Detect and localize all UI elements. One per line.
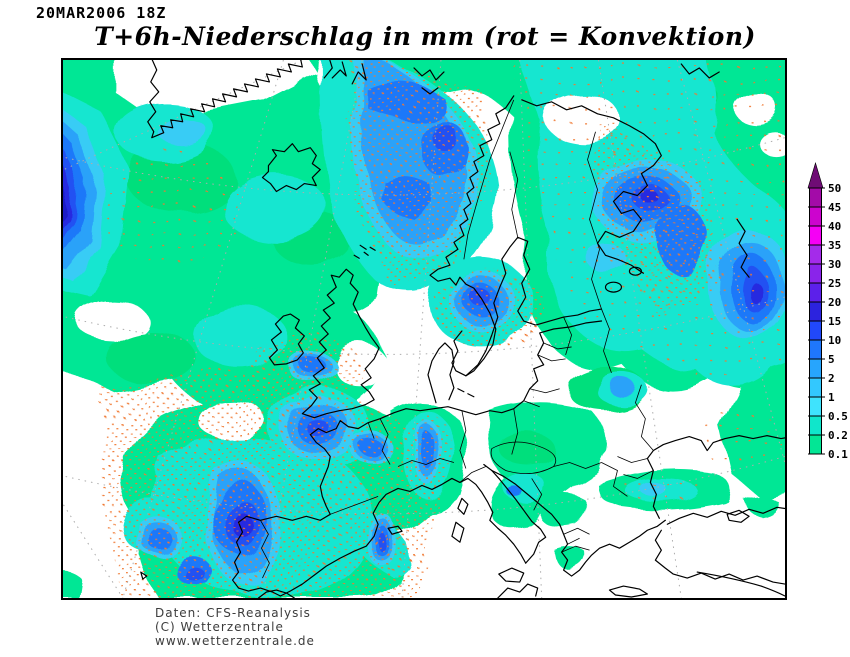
coast-iceland xyxy=(261,143,321,193)
coast-ne-arctic xyxy=(680,63,750,278)
coast-kola-whitesea xyxy=(521,99,662,274)
legend-arrow xyxy=(807,161,824,189)
legend-tick-label: 50 xyxy=(828,182,841,195)
coast-scandinavia xyxy=(429,95,515,377)
footer-credits: Daten: CFS-Reanalysis (C) Wetterzentrale… xyxy=(155,606,315,648)
legend-tick-label: 10 xyxy=(828,334,841,347)
coast-shetland xyxy=(353,251,369,259)
legend-tick-label: 35 xyxy=(828,239,841,252)
coast-corsica-sardinia xyxy=(451,497,469,543)
coast-ireland xyxy=(268,313,305,366)
country-borders-layer xyxy=(260,99,654,579)
legend-tick-label: 30 xyxy=(828,258,841,271)
legend-tick-label: 0.2 xyxy=(828,429,848,442)
legend-tick-label: 0.1 xyxy=(828,448,848,461)
lake-ladoga xyxy=(604,281,623,293)
lake-onega xyxy=(628,266,642,276)
coast-faroe xyxy=(359,244,376,251)
coastlines-layer xyxy=(140,60,785,598)
legend-tick-labels: 50 45 40 35 30 25 20 15 10 5 2 1 0.5 0.2… xyxy=(828,182,848,461)
legend-tick-label: 20 xyxy=(828,296,841,309)
legend-tick-label: 0.5 xyxy=(828,410,848,423)
legend-tick-label: 5 xyxy=(828,353,835,366)
coast-crete xyxy=(608,585,648,598)
coast-egreenland-svalbard xyxy=(323,60,445,95)
copyright-label: (C) Wetterzentrale xyxy=(155,620,284,634)
coast-turkey-north xyxy=(666,506,785,525)
graticule xyxy=(63,60,785,598)
precipitation-layers xyxy=(63,60,785,598)
legend-ticks xyxy=(808,187,825,455)
coast-bothnia-finland xyxy=(465,236,603,377)
coast-greenland xyxy=(147,60,303,139)
coast-balearic xyxy=(387,525,403,535)
coast-italy-east xyxy=(483,463,547,564)
map-title: T+6h-Niederschlag in mm (rot = Konvektio… xyxy=(94,22,756,51)
legend-tick-label: 15 xyxy=(828,315,841,328)
legend-tick-label: 2 xyxy=(828,372,835,385)
precipitation-map xyxy=(63,60,785,598)
coast-madeira xyxy=(140,571,148,580)
website-label: www.wetterzentrale.de xyxy=(155,634,315,648)
precip-level-8 xyxy=(63,183,66,216)
coast-sicily xyxy=(498,567,525,583)
coast-blacksea-north xyxy=(646,435,785,519)
data-source-label: Daten: CFS-Reanalysis xyxy=(155,606,311,620)
coast-cyprus xyxy=(726,509,750,523)
coast-denmark xyxy=(427,342,475,404)
legend-tick-label: 45 xyxy=(828,201,841,214)
legend-colorbar: 50 45 40 35 30 25 20 15 10 5 2 1 0.5 0.2… xyxy=(807,161,848,461)
map-frame xyxy=(61,58,787,600)
coast-baltic-south xyxy=(231,320,603,597)
legend-tick-label: 40 xyxy=(828,220,841,233)
coast-turkey-west-south xyxy=(654,529,785,585)
coast-britain xyxy=(301,268,380,419)
legend-tick-label: 25 xyxy=(828,277,841,290)
convection-stipple-sparse xyxy=(102,60,785,579)
coast-africa xyxy=(257,571,785,598)
run-datetime-label: 20MAR2006 18Z xyxy=(36,4,167,22)
legend-tick-label: 1 xyxy=(828,391,835,404)
